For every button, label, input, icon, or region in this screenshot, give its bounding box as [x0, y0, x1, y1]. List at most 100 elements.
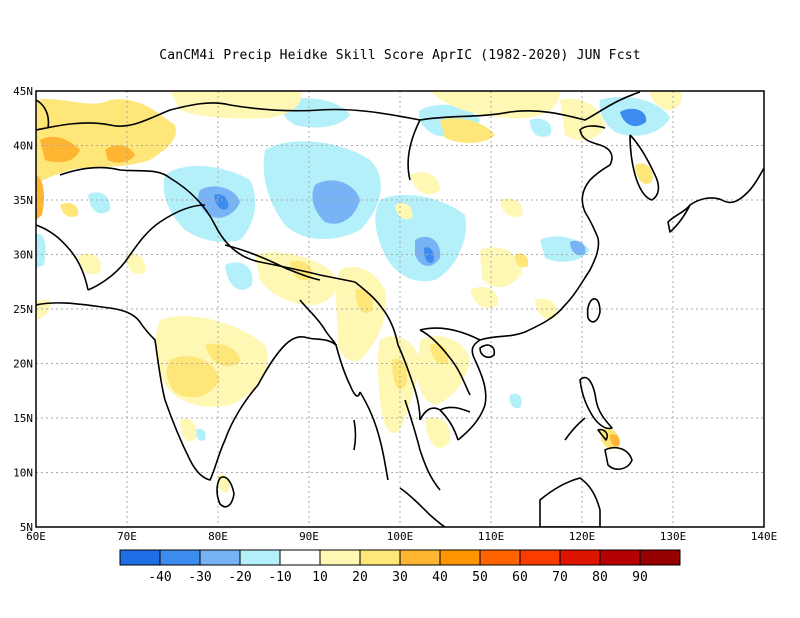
- shade-nw-core2: [105, 145, 135, 163]
- lon-tick-label: 100E: [387, 530, 414, 543]
- lat-tick-label: 20N: [13, 358, 33, 371]
- shade-west-edge: [36, 175, 44, 220]
- shade-phil-orange2: [610, 434, 620, 447]
- border-myanmar: [354, 281, 399, 346]
- shade-west-blue: [36, 234, 46, 268]
- colorbar-labels: -40 -30 -20 -10 10 20 30 40 50 60 70 80 90: [148, 570, 648, 585]
- coast-palawan: [564, 417, 586, 441]
- shade-tibet-west-core2: [214, 194, 229, 210]
- border-kazakh: [229, 104, 421, 121]
- shade-myanmar-core: [392, 358, 408, 390]
- lat-tick-label: 25N: [13, 303, 33, 316]
- coast-arabian: [36, 302, 309, 481]
- colorbar-swatch: [239, 549, 281, 566]
- border-afghan: [59, 166, 171, 179]
- coast-taiwan: [586, 298, 601, 323]
- lon-tick-label: 80E: [208, 530, 228, 543]
- colorbar-swatch: [439, 549, 481, 566]
- coast-kyushu: [667, 204, 691, 233]
- shade-south-india: [180, 418, 197, 442]
- longitude-labels: 60E 70E 80E 90E 100E 110E 120E 130E 140E: [26, 530, 777, 543]
- border-laos: [419, 329, 471, 396]
- coast-andaman: [353, 419, 357, 451]
- colorbar-swatch: [119, 549, 161, 566]
- coast-srilanka: [216, 476, 235, 508]
- colorbar-tick-label: 90: [632, 570, 648, 585]
- colorbar-swatch: [639, 549, 681, 566]
- coast-sumatra: [399, 487, 446, 527]
- shade-north-yellow3: [440, 118, 495, 143]
- colorbar-tick-label: 70: [552, 570, 568, 585]
- colorbar-tick-label: 40: [432, 570, 448, 585]
- lat-tick-label: 5N: [20, 521, 33, 534]
- coast-hainan: [479, 344, 496, 358]
- coast-south-china: [479, 237, 600, 341]
- shade-china-yellow3: [500, 198, 523, 217]
- colorbar-tick-label: 60: [512, 570, 528, 585]
- border-iran: [36, 224, 89, 291]
- shade-mongol-yellow: [650, 91, 682, 111]
- shade-tibet-central-core: [312, 180, 360, 224]
- coast-bengal: [307, 337, 361, 397]
- lat-tick-label: 35N: [13, 194, 33, 207]
- lon-tick-label: 90E: [299, 530, 319, 543]
- colorbar-swatch: [599, 549, 641, 566]
- shade-indochina-core: [430, 343, 449, 365]
- lon-tick-label: 120E: [569, 530, 596, 543]
- lat-tick-label: 10N: [13, 467, 33, 480]
- colorbar-tick-label: -20: [228, 570, 251, 585]
- coast-borneo: [539, 477, 601, 527]
- map-title: CanCM4i Precip Heidke Skill Score AprIC …: [159, 48, 641, 63]
- shade-south-blue-spot: [509, 393, 522, 409]
- colorbar: [119, 549, 681, 566]
- colorbar-tick-label: 80: [592, 570, 608, 585]
- lat-tick-label: 30N: [13, 249, 33, 262]
- colorbar-tick-label: 10: [312, 570, 328, 585]
- shade-iran-yellow: [78, 253, 102, 275]
- shade-north-yellow: [170, 91, 301, 119]
- shade-india-core: [166, 356, 220, 398]
- border-bangladesh: [299, 299, 337, 346]
- border-cambodia: [439, 406, 471, 413]
- coast-yellow-sea: [579, 125, 613, 166]
- latitude-labels: 45N 40N 35N 30N 25N 20N 15N 10N 5N: [13, 85, 33, 534]
- shade-scs-yellow: [535, 298, 557, 320]
- shade-afghan-blue: [88, 192, 111, 214]
- colorbar-swatch: [319, 549, 361, 566]
- border-nepal: [224, 244, 321, 281]
- shade-bengal-yellow: [336, 266, 386, 361]
- border-thailand: [397, 344, 421, 421]
- colorbar-tick-label: -30: [188, 570, 211, 585]
- colorbar-swatch: [359, 549, 401, 566]
- border-pakistan: [87, 204, 206, 291]
- colorbar-swatch: [199, 549, 241, 566]
- colorbar-tick-label: 20: [352, 570, 368, 585]
- shade-nw-core: [40, 136, 80, 163]
- shade-india-blue-spot: [195, 428, 206, 441]
- border-china-north: [419, 91, 641, 121]
- shade-tibet-yellow2: [395, 203, 413, 220]
- coastlines: [36, 91, 764, 527]
- coast-myanmar: [359, 391, 389, 481]
- colorbar-swatch: [519, 549, 561, 566]
- lat-tick-label: 40N: [13, 140, 33, 153]
- shade-china-yellow: [480, 247, 522, 288]
- colorbar-tick-label: -10: [268, 570, 291, 585]
- lon-tick-label: 130E: [660, 530, 687, 543]
- shade-seasia-yellow: [470, 286, 499, 309]
- shade-tibet-yellow: [410, 172, 440, 195]
- shade-thai-yellow: [425, 417, 451, 449]
- shade-korea-yellow: [635, 163, 653, 185]
- lon-tick-label: 70E: [117, 530, 137, 543]
- coast-caspian: [36, 99, 50, 129]
- border-central-asia: [36, 102, 231, 131]
- shade-nw-belt: [36, 98, 176, 185]
- coast-visayas: [597, 428, 609, 441]
- shade-tibet-east-core2: [424, 247, 434, 263]
- lat-tick-label: 45N: [13, 85, 33, 98]
- colorbar-swatch: [159, 549, 201, 566]
- border-vietnam-china: [419, 327, 481, 341]
- lat-tick-label: 15N: [13, 412, 33, 425]
- shade-bengal-core: [355, 288, 373, 314]
- shade-himalaya-blue: [225, 262, 253, 290]
